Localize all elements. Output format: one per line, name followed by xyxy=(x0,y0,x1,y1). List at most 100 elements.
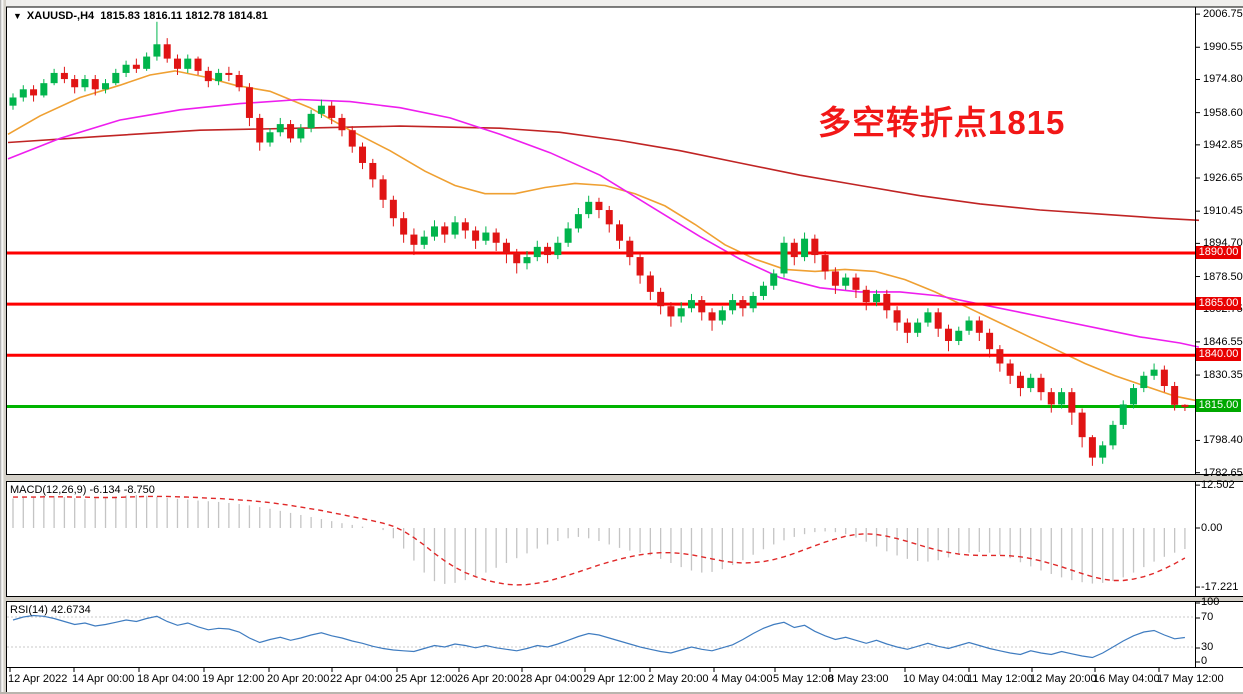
candle-body xyxy=(482,232,490,241)
candle-body xyxy=(153,44,161,57)
candle-body xyxy=(502,242,510,253)
price-axis-label: 1830.35 xyxy=(1203,369,1243,382)
candle-body xyxy=(780,242,788,274)
candle-body xyxy=(91,79,99,90)
candle-body xyxy=(50,72,58,84)
time-axis-label: 10 May 04:00 xyxy=(903,673,970,685)
time-axis-label: 12 May 20:00 xyxy=(1030,673,1097,685)
candle-body xyxy=(472,230,480,241)
ma-mid-line xyxy=(7,98,1200,348)
price-axis-label: 1846.55 xyxy=(1203,335,1243,348)
candle-body xyxy=(862,289,870,303)
rsi-axis-label: 70 xyxy=(1201,611,1214,623)
candle-body xyxy=(708,312,716,321)
candle-body xyxy=(194,58,202,71)
candle-body xyxy=(513,253,521,264)
candle-body xyxy=(307,113,315,129)
candle-body xyxy=(986,332,994,350)
window-top-edge xyxy=(0,0,1243,7)
candle-body xyxy=(348,130,356,147)
candle-body xyxy=(1078,412,1086,438)
price-axis-label: 1958.60 xyxy=(1203,106,1243,119)
candle-body xyxy=(71,79,79,88)
time-axis-label: 11 May 12:00 xyxy=(967,673,1033,685)
candle-body xyxy=(636,257,644,276)
candle-body xyxy=(492,232,500,243)
candle-body xyxy=(821,255,829,272)
candle-body xyxy=(204,70,212,82)
price-level-badge: 1815.00 xyxy=(1196,399,1241,413)
candle-body xyxy=(585,201,593,215)
candle-body xyxy=(1037,377,1045,393)
candle-body xyxy=(657,291,665,307)
macd-axis-label: 0.00 xyxy=(1201,522,1223,534)
chevron-down-icon[interactable]: ▼ xyxy=(13,11,22,21)
price-axis-label: 1942.85 xyxy=(1203,138,1243,151)
candle-body xyxy=(564,228,572,243)
candle-body xyxy=(215,72,223,82)
rsi-indicator-label: RSI(14) 42.6734 xyxy=(10,604,91,616)
time-axis-label: 17 May 12:00 xyxy=(1157,673,1224,685)
candle-body xyxy=(19,89,27,98)
candle-body xyxy=(924,312,932,323)
time-axis-label: 8 May 23:00 xyxy=(828,673,889,685)
window-bottom-edge xyxy=(0,692,1243,694)
candle-body xyxy=(328,105,336,118)
macd-rsi-splitter[interactable] xyxy=(6,597,1243,601)
price-axis-label: 1926.65 xyxy=(1203,172,1243,184)
time-axis-label: 16 May 04:00 xyxy=(1093,673,1160,685)
candle-body xyxy=(626,240,634,258)
candle-body xyxy=(245,87,253,118)
macd-axis-label: 12.502 xyxy=(1201,479,1235,492)
time-axis-label: 26 Apr 20:00 xyxy=(457,673,520,685)
candle-body xyxy=(1047,392,1055,405)
candle-body xyxy=(1099,445,1107,458)
candle-body xyxy=(276,124,284,133)
candle-body xyxy=(256,117,264,143)
candle-body xyxy=(883,293,891,311)
candle-body xyxy=(554,242,562,256)
macd-signal-line xyxy=(13,495,1186,586)
candle-body xyxy=(718,310,726,321)
time-axis-label: 5 May 12:00 xyxy=(773,673,834,685)
rsi-axis-label: 30 xyxy=(1201,641,1214,653)
annotation-text: 多空转折点1815 xyxy=(818,104,1066,141)
candle-body xyxy=(338,117,346,131)
candle-body xyxy=(369,162,377,180)
candle-body xyxy=(914,322,922,333)
candle-body xyxy=(687,300,695,309)
time-axis-label: 20 Apr 20:00 xyxy=(267,673,330,685)
candle-body xyxy=(1181,404,1189,407)
candle-body xyxy=(842,277,850,286)
macd-indicator-label: MACD(12,26,9) -6.134 -8.750 xyxy=(10,484,155,496)
candle-body xyxy=(873,293,881,303)
candle-body xyxy=(790,242,798,258)
candle-body xyxy=(533,246,541,258)
time-axis-label: 25 Apr 12:00 xyxy=(395,673,458,685)
candle-body xyxy=(389,199,397,219)
candle-body xyxy=(441,226,449,235)
candle-body xyxy=(112,72,120,84)
time-axis-label: 2 May 20:00 xyxy=(648,673,709,685)
candle-body xyxy=(1150,369,1158,376)
candle-body xyxy=(173,58,181,69)
time-axis-label: 19 Apr 12:00 xyxy=(202,673,265,685)
candle-body xyxy=(1016,375,1024,389)
candle-body xyxy=(749,295,757,309)
time-axis-label: 22 Apr 04:00 xyxy=(330,673,393,685)
time-axis-label: 12 Apr 2022 xyxy=(8,673,68,685)
candle-body xyxy=(574,214,582,229)
candle-body xyxy=(852,277,860,290)
chart-macd-splitter[interactable] xyxy=(6,475,1243,481)
time-axis-label: 18 Apr 04:00 xyxy=(137,673,200,685)
candle-body xyxy=(801,238,809,258)
candle-body xyxy=(60,72,68,80)
candle-body xyxy=(595,201,603,211)
candle-body xyxy=(30,89,38,96)
candle-body xyxy=(1140,375,1148,389)
candle-body xyxy=(102,83,110,90)
candle-body xyxy=(225,72,233,75)
candle-body xyxy=(523,257,531,264)
